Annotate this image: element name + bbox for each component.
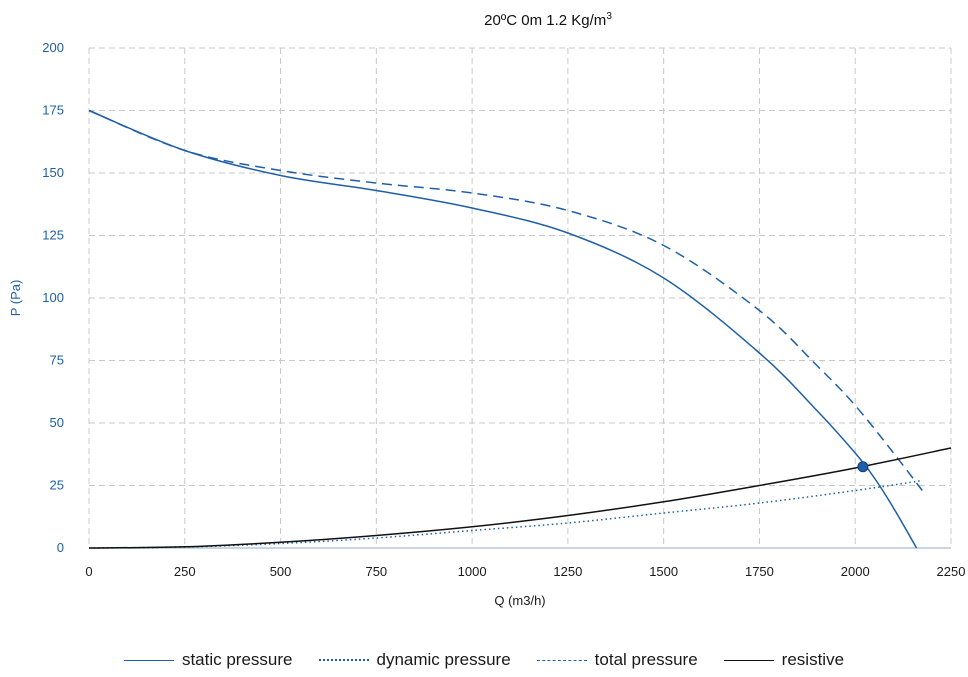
legend-item-resistive: resistive [723,650,845,670]
x-tick-label: 250 [174,564,196,579]
y-tick-label: 125 [42,228,64,243]
y-tick-label: 175 [42,103,64,118]
legend-item-total-pressure: total pressure [536,650,698,670]
legend-swatch [318,659,369,661]
x-axis-label: Q (m3/h) [494,593,545,608]
series-layer [88,109,952,549]
series-line-total-pressure [88,109,923,491]
x-tick-label: 500 [270,564,292,579]
legend-swatch [123,659,174,661]
chart: 20ºC 0m 1.2 Kg/m3 0 250 500 750 1000 1250 1500… [8,11,965,608]
y-axis-label: P (Pa) [8,280,23,317]
legend: static pressure dynamic pressure total pre… [0,650,968,670]
legend-item-dynamic-pressure: dynamic pressure [318,650,511,670]
y-tick-label: 50 [50,415,64,430]
legend-item-static-pressure: static pressure [123,650,293,670]
series-line-static-pressure [88,109,918,549]
legend-label: total pressure [594,650,698,669]
y-tick-label: 200 [42,40,64,55]
x-tick-label: 2000 [841,564,870,579]
legend-label: resistive [781,650,845,669]
x-tick-label: 0 [85,564,92,579]
legend-label: static pressure [181,650,293,669]
y-tick-label: 150 [42,165,64,180]
legend-swatch [536,659,587,661]
operating-point [857,461,869,473]
grid [89,47,952,548]
series-line-dynamic-pressure [88,479,923,549]
axes: 0 250 500 750 1000 1250 1500 1750 2000 2250 0 25 50 7… [42,40,965,579]
x-tick-label: 2250 [937,564,966,579]
x-tick-label: 1500 [649,564,678,579]
chart-title: 20ºC 0m 1.2 Kg/m3 [484,11,612,29]
y-tick-label: 25 [50,478,64,493]
x-tick-label: 750 [365,564,387,579]
y-tick-label: 100 [42,290,64,305]
x-tick-label: 1250 [553,564,582,579]
chart-title-superscript: 3 [606,11,612,22]
y-tick-label: 0 [57,540,64,555]
legend-swatch [723,659,774,661]
legend-label: dynamic pressure [376,650,511,669]
x-tick-label: 1750 [745,564,774,579]
series-line-resistive [88,447,952,549]
x-tick-label: 1000 [458,564,487,579]
y-tick-label: 75 [50,353,64,368]
